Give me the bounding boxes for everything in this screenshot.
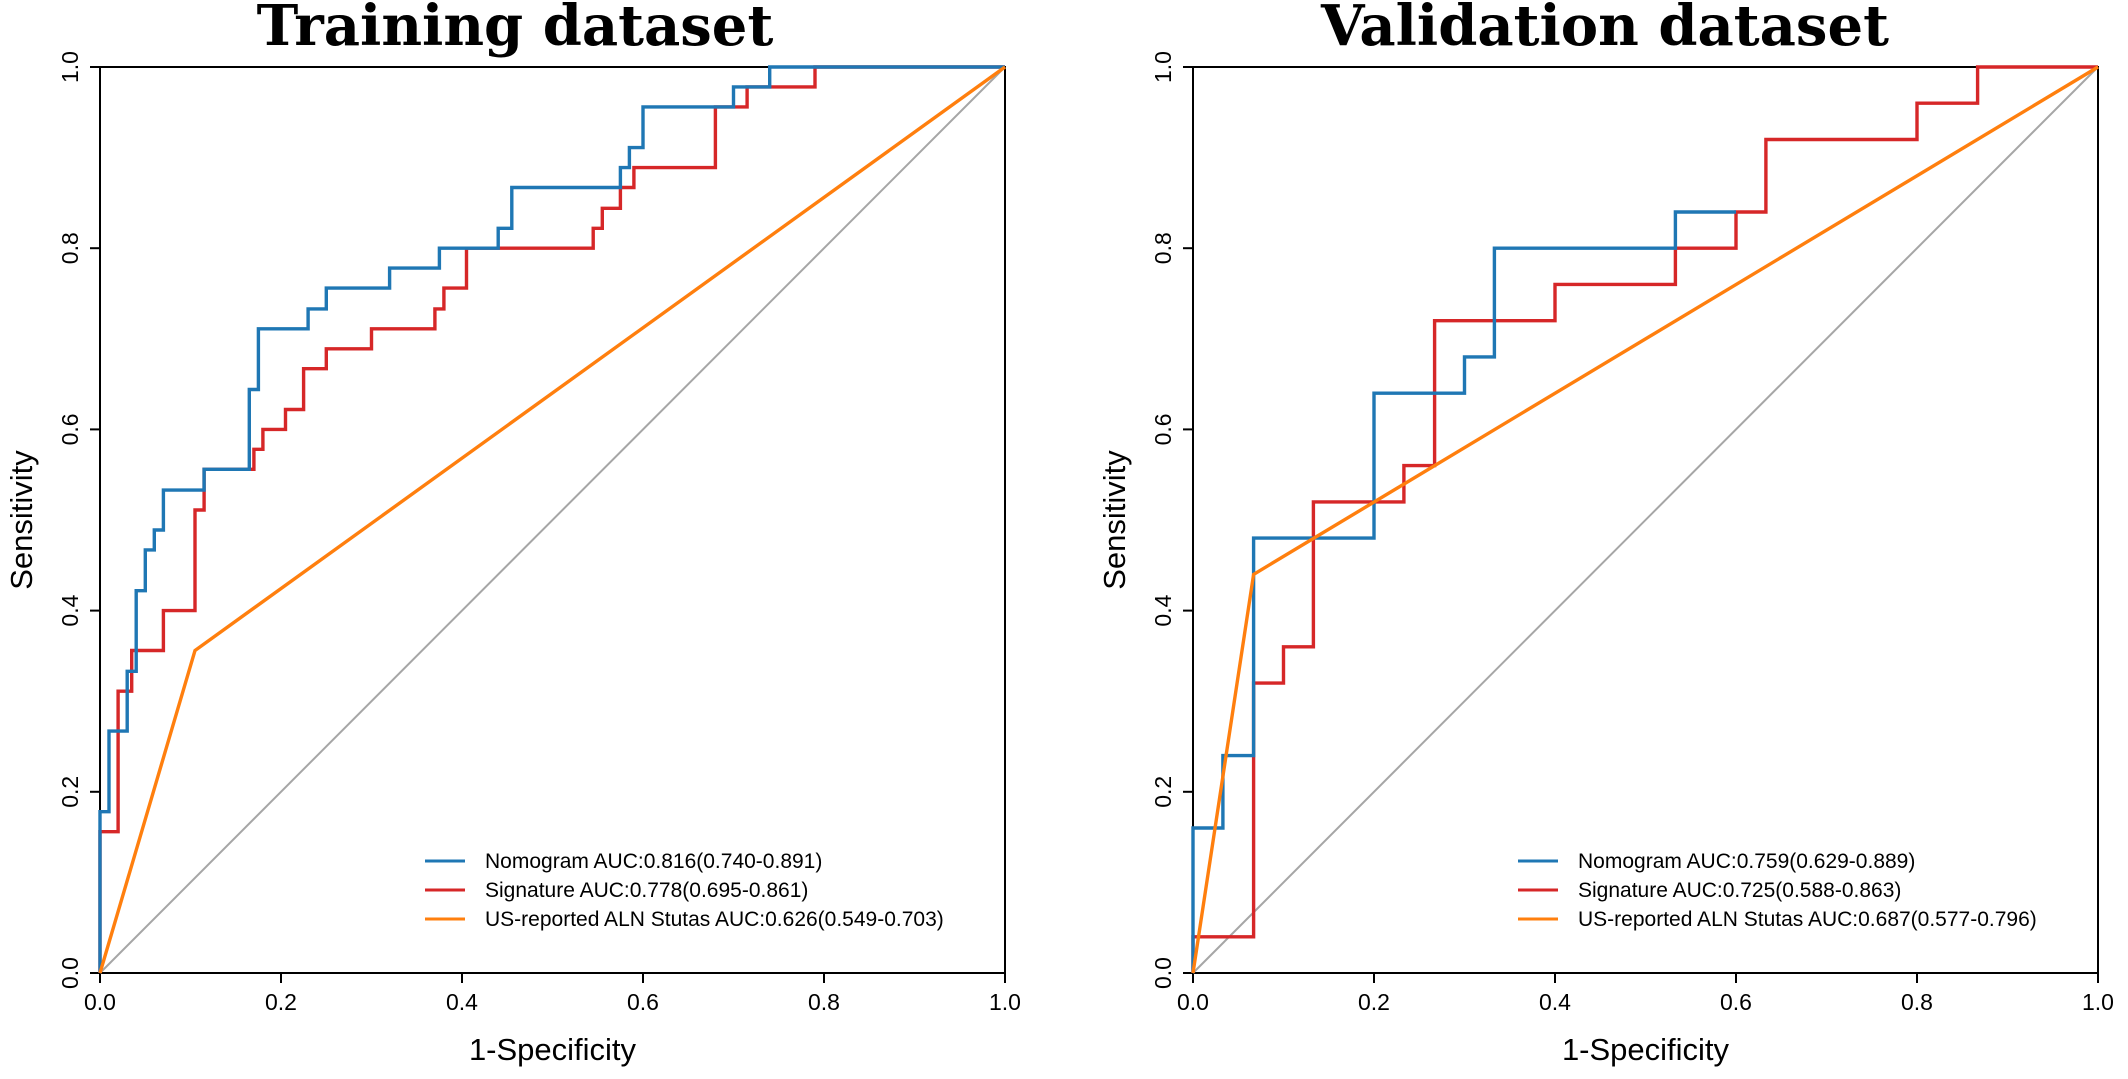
x-axis-title: 1-Specificity bbox=[1562, 1032, 1730, 1067]
y-tick-label: 0.2 bbox=[1150, 776, 1176, 808]
chart-title: Training dataset bbox=[257, 0, 774, 59]
y-tick-label: 1.0 bbox=[57, 51, 83, 83]
x-tick-label: 0.2 bbox=[1358, 989, 1390, 1015]
roc-curve-nomogram bbox=[1191, 210, 1736, 973]
x-tick-label: 1.0 bbox=[2082, 989, 2114, 1015]
chart-title: Validation dataset bbox=[1320, 0, 1889, 59]
x-tick-label: 0.4 bbox=[1539, 989, 1571, 1015]
x-tick-label: 0.8 bbox=[808, 989, 840, 1015]
roc-curve-us-reported-aln-status bbox=[98, 65, 1006, 974]
y-tick-label: 1.0 bbox=[1150, 51, 1176, 83]
legend-label-nomogram: Nomogram AUC:0.816(0.740-0.891) bbox=[485, 850, 822, 873]
x-tick-label: 0.4 bbox=[446, 989, 478, 1015]
y-tick-label: 0.0 bbox=[1150, 957, 1176, 989]
legend-label-signature: Signature AUC:0.778(0.695-0.861) bbox=[485, 879, 808, 902]
y-tick-label: 0.4 bbox=[57, 594, 83, 626]
reference-diagonal-line bbox=[1192, 66, 2099, 974]
legend-label-us-reported-aln-status: US-reported ALN Stutas AUC:0.687(0.577-0… bbox=[1578, 908, 2037, 931]
x-tick-label: 1.0 bbox=[989, 989, 1021, 1015]
chart-panel-1: Training dataset 0.0 0.2 0.4 0.6 0.8 1.0 0.0 0.2… bbox=[4, 0, 1021, 1067]
roc-curve-signature bbox=[98, 65, 1005, 973]
x-tick-label: 0.6 bbox=[627, 989, 659, 1015]
x-tick-label: 0.0 bbox=[84, 989, 116, 1015]
roc-curve-nomogram bbox=[98, 65, 1005, 973]
y-axis-title: Sensitivity bbox=[1097, 450, 1132, 590]
y-tick-label: 0.6 bbox=[57, 413, 83, 445]
y-tick-label: 0.4 bbox=[1150, 594, 1176, 626]
x-tick-label: 0.6 bbox=[1720, 989, 1752, 1015]
y-tick-label: 0.0 bbox=[57, 957, 83, 989]
roc-curve-us-reported-aln-status bbox=[1191, 65, 2099, 974]
x-axis-title: 1-Specificity bbox=[469, 1032, 637, 1067]
plot-frame bbox=[99, 66, 1006, 974]
y-tick-label: 0.2 bbox=[57, 776, 83, 808]
x-tick-label: 0.2 bbox=[265, 989, 297, 1015]
y-tick-label: 0.8 bbox=[1150, 232, 1176, 264]
y-axis-title: Sensitivity bbox=[4, 450, 39, 590]
y-tick-label: 0.6 bbox=[1150, 413, 1176, 445]
x-tick-label: 0.0 bbox=[1177, 989, 1209, 1015]
plot-frame bbox=[1192, 66, 2099, 974]
roc-curve-signature bbox=[1191, 65, 2098, 973]
chart-panel-2: Validation dataset 0.0 0.2 0.4 0.6 0.8 1.0 0.0 0… bbox=[1097, 0, 2114, 1067]
legend-label-us-reported-aln-status: US-reported ALN Stutas AUC:0.626(0.549-0… bbox=[485, 908, 944, 931]
x-tick-label: 0.8 bbox=[1901, 989, 1933, 1015]
legend-label-nomogram: Nomogram AUC:0.759(0.629-0.889) bbox=[1578, 850, 1915, 873]
y-tick-label: 0.8 bbox=[57, 232, 83, 264]
reference-diagonal-line bbox=[99, 66, 1006, 974]
legend-label-signature: Signature AUC:0.725(0.588-0.863) bbox=[1578, 879, 1901, 902]
